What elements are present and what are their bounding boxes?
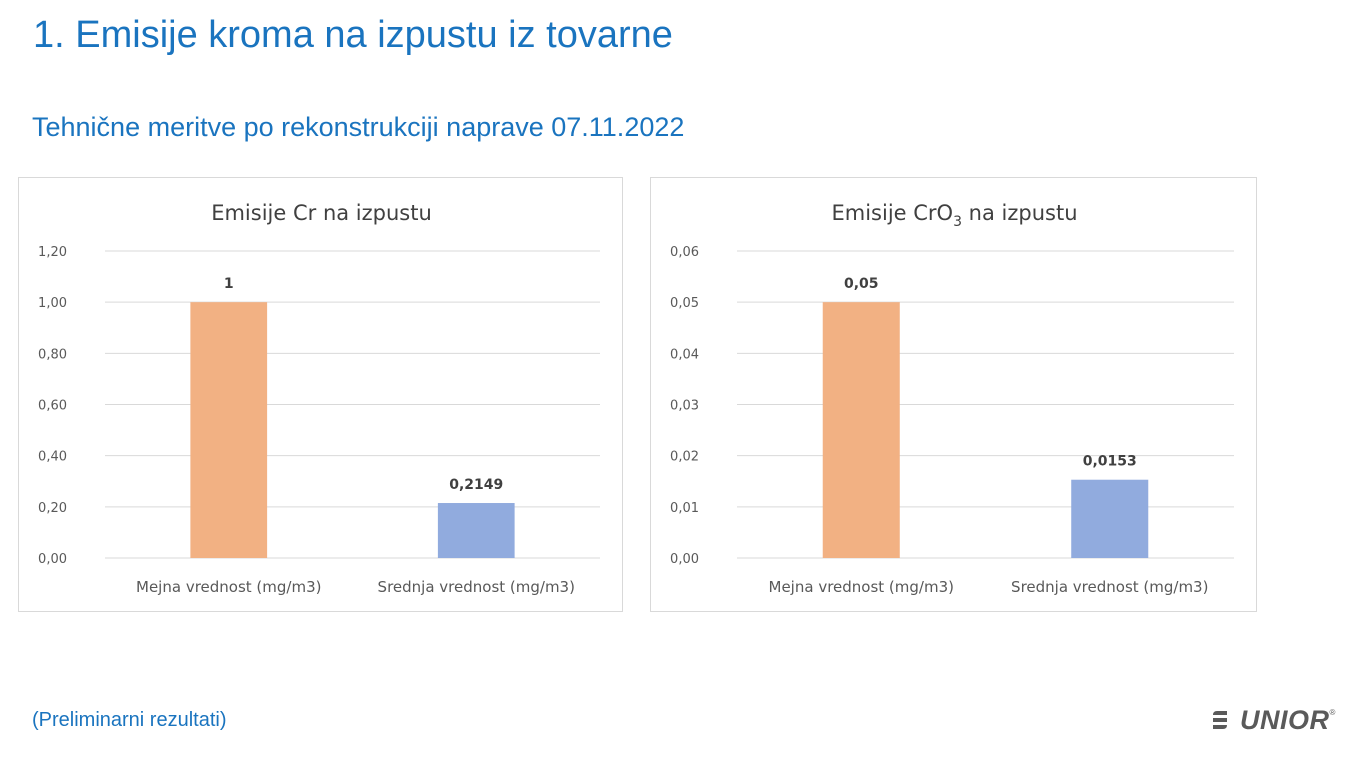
chart-title-subscript: 3 xyxy=(953,214,962,230)
y-tick-label: 0,00 xyxy=(670,552,699,567)
y-tick-label: 0,02 xyxy=(670,450,699,465)
category-label: Srednja vrednost (mg/m3) xyxy=(378,578,575,596)
y-tick-label: 1,20 xyxy=(38,245,67,260)
y-tick-label: 0,40 xyxy=(38,450,67,465)
y-tick-label: 0,60 xyxy=(38,399,67,414)
y-tick-label: 0,04 xyxy=(670,347,699,362)
chart-cro3-emissions: Emisije CrO3 na izpustu 0,00 0,01 0,02 0,03 0… xyxy=(650,177,1257,612)
bar xyxy=(190,302,268,558)
category-label: Srednja vrednost (mg/m3) xyxy=(1011,578,1208,596)
data-label: 0,2149 xyxy=(449,477,503,493)
slide-title: 1. Emisije kroma na izpustu iz tovarne xyxy=(33,14,673,56)
y-tick-label: 0,01 xyxy=(670,501,699,516)
y-tick-label: 0,20 xyxy=(38,501,67,516)
y-tick-label: 0,80 xyxy=(38,347,67,362)
chart-title-part: na izpustu xyxy=(962,201,1078,225)
category-label: Mejna vrednost (mg/m3) xyxy=(136,578,321,596)
bar xyxy=(437,503,515,558)
y-tick-label: 0,03 xyxy=(670,399,699,414)
chart-cr-svg: Emisije Cr na izpustu 0,00 0,20 0,40 0,60 0,8… xyxy=(38,201,600,596)
bar xyxy=(1071,479,1149,558)
category-label: Mejna vrednost (mg/m3) xyxy=(769,578,954,596)
footnote: (Preliminarni rezultati) xyxy=(32,709,227,731)
y-tick-label: 0,05 xyxy=(670,296,699,311)
y-tick-label: 1,00 xyxy=(38,296,67,311)
brand-name: UNIOR xyxy=(1240,704,1330,735)
y-tick-label: 0,06 xyxy=(670,245,699,260)
chart-cro3-svg: Emisije CrO3 na izpustu 0,00 0,01 0,02 0,03 0… xyxy=(670,201,1234,596)
chart-title: Emisije Cr na izpustu xyxy=(211,201,432,225)
chart-title: Emisije CrO3 na izpustu xyxy=(831,201,1077,230)
unior-logo: UNIOR ® xyxy=(1208,702,1335,738)
data-label: 0,05 xyxy=(844,276,879,292)
bar xyxy=(822,302,900,558)
y-tick-label: 0,00 xyxy=(38,552,67,567)
chart-cr-emissions: Emisije Cr na izpustu 0,00 0,20 0,40 0,60 0,8… xyxy=(18,177,623,612)
chart-title-part: Emisije CrO xyxy=(831,201,953,225)
data-label: 0,0153 xyxy=(1083,454,1137,470)
slide-subtitle: Tehnične meritve po rekonstrukciji napra… xyxy=(32,112,685,142)
brand-registered-mark: ® xyxy=(1329,708,1336,717)
data-label: 1 xyxy=(224,276,234,292)
unior-logo-icon xyxy=(1213,711,1227,729)
